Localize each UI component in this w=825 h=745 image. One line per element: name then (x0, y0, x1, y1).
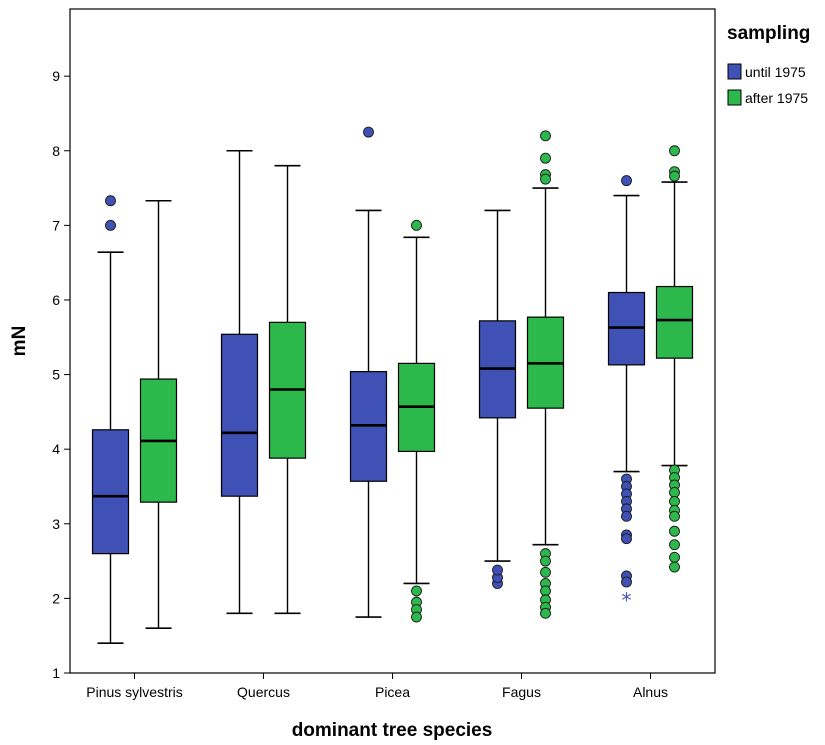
x-tick-label: Alnus (633, 684, 668, 700)
outlier-point (621, 533, 632, 545)
outlier-point (540, 152, 551, 164)
outlier-point (669, 539, 680, 551)
x-tick-label: Fagus (502, 684, 541, 700)
y-tick-label: 7 (52, 217, 60, 233)
outlier-point (411, 611, 422, 623)
outlier-point (540, 607, 551, 619)
outlier-point (105, 219, 116, 231)
plot-frame (69, 8, 716, 674)
x-tick-label: Quercus (237, 684, 290, 700)
box-group (478, 209, 517, 589)
box-group (655, 145, 694, 573)
outlier-point (540, 566, 551, 578)
outlier-point (363, 126, 374, 138)
legend-swatch-until-1975 (727, 63, 742, 80)
outlier-point (621, 510, 632, 522)
y-tick-label: 5 (52, 367, 60, 383)
x-tick-label: Pinus sylvestris (86, 684, 182, 700)
y-tick-label: 8 (52, 143, 60, 159)
outlier-point (669, 495, 680, 507)
outlier-point (540, 130, 551, 142)
box-groups: * (91, 126, 694, 644)
extreme-point: * (622, 588, 632, 612)
y-axis-title: mN (9, 326, 30, 357)
box (220, 333, 259, 497)
outlier-point (411, 219, 422, 231)
outlier-point (105, 195, 116, 207)
outlier-point (669, 170, 680, 182)
outlier-point (411, 585, 422, 597)
outlier-point (621, 576, 632, 588)
outlier-point (540, 555, 551, 567)
box-group (268, 164, 307, 615)
y-tick-label: 2 (52, 590, 60, 606)
x-axis-title: dominant tree species (292, 720, 493, 741)
box (91, 429, 130, 555)
outlier-point (669, 510, 680, 522)
y-tick-label: 4 (52, 441, 60, 457)
outlier-point (669, 561, 680, 573)
outlier-point (621, 175, 632, 187)
outlier-point (669, 551, 680, 563)
box-group (91, 195, 130, 644)
legend-title: sampling (727, 23, 810, 44)
box-group (397, 219, 436, 623)
outlier-point (492, 564, 503, 576)
y-tick-label: 9 (52, 68, 60, 84)
outlier-point (669, 145, 680, 157)
legend-label-after-1975: after 1975 (745, 90, 808, 106)
box (655, 285, 694, 359)
outlier-point (540, 173, 551, 185)
box-group (220, 149, 259, 615)
box-group (526, 130, 565, 619)
y-tick-label: 6 (52, 292, 60, 308)
x-axis: Pinus sylvestris Quercus Picea Fagus Alnus (86, 673, 668, 700)
outlier-point (669, 525, 680, 537)
legend-label-until-1975: until 1975 (745, 64, 806, 80)
legend: sampling until 1975 after 1975 (727, 23, 810, 106)
x-tick-label: Picea (375, 684, 410, 700)
legend-swatch-after-1975 (727, 89, 742, 106)
box-group (349, 126, 388, 618)
y-axis: 1 2 3 4 5 6 7 8 9 (52, 68, 70, 681)
y-tick-label: 3 (52, 516, 60, 532)
box-group: * (607, 175, 646, 612)
outlier-point (669, 487, 680, 498)
outlier-point (540, 585, 551, 597)
box-group (139, 199, 178, 630)
y-tick-label: 1 (52, 665, 60, 681)
